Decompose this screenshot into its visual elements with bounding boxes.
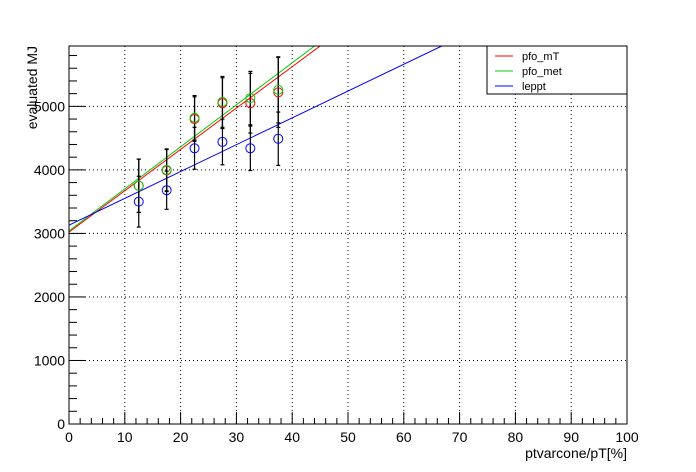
x-tick-label-20: 20 bbox=[173, 429, 189, 445]
x-tick-label-60: 60 bbox=[396, 429, 412, 445]
fit-line-leppt bbox=[69, 46, 442, 226]
point-leppt-2 bbox=[189, 143, 200, 154]
point-leppt-3 bbox=[217, 136, 228, 147]
x-tick-label-100: 100 bbox=[615, 429, 639, 445]
fit-lines bbox=[69, 46, 442, 233]
y-tick-label-2000: 2000 bbox=[34, 289, 65, 305]
point-pfo_met-0 bbox=[133, 180, 144, 191]
point-pfo_met-3 bbox=[217, 96, 228, 107]
point-leppt-4 bbox=[245, 143, 256, 154]
legend-label-pfo_mT: pfo_mT bbox=[522, 51, 560, 63]
point-leppt-0 bbox=[133, 196, 144, 207]
x-tick-label-0: 0 bbox=[65, 429, 73, 445]
y-tick-label-0: 0 bbox=[57, 416, 65, 432]
x-tick-label-40: 40 bbox=[284, 429, 300, 445]
error-bars bbox=[136, 56, 281, 228]
x-tick-label-30: 30 bbox=[229, 429, 245, 445]
x-axis-title: ptvarcone/pT[%] bbox=[525, 445, 627, 461]
x-tick-label-80: 80 bbox=[508, 429, 524, 445]
point-pfo_mT-5 bbox=[273, 87, 284, 98]
x-tick-label-50: 50 bbox=[340, 429, 356, 445]
point-pfo_met-4 bbox=[245, 93, 256, 104]
y-tick-label-1000: 1000 bbox=[34, 352, 65, 368]
y-tick-label-5000: 5000 bbox=[34, 98, 65, 114]
axis-ticks bbox=[68, 55, 628, 425]
legend-label-pfo_met: pfo_met bbox=[522, 66, 562, 78]
point-leppt-5 bbox=[273, 133, 284, 144]
x-tick-labels: 0 10 20 30 40 50 60 70 80 90 100 bbox=[65, 429, 639, 445]
data-points bbox=[133, 84, 284, 207]
y-axis-title: evaluated MJ bbox=[24, 46, 40, 129]
x-tick-label-90: 90 bbox=[563, 429, 579, 445]
y-tick-label-4000: 4000 bbox=[34, 162, 65, 178]
point-pfo_met-1 bbox=[161, 164, 172, 175]
legend-label-leppt: leppt bbox=[522, 81, 546, 93]
fit-line-pfo_met bbox=[69, 46, 315, 232]
point-leppt-1 bbox=[161, 185, 172, 196]
y-tick-labels: 0 1000 2000 3000 4000 5000 bbox=[34, 98, 65, 432]
point-pfo_mT-4 bbox=[245, 98, 256, 109]
y-tick-label-3000: 3000 bbox=[34, 225, 65, 241]
point-pfo_met-5 bbox=[273, 84, 284, 95]
x-tick-label-70: 70 bbox=[452, 429, 468, 445]
grid bbox=[69, 46, 627, 424]
point-pfo_met-2 bbox=[189, 112, 200, 123]
x-tick-label-10: 10 bbox=[117, 429, 133, 445]
